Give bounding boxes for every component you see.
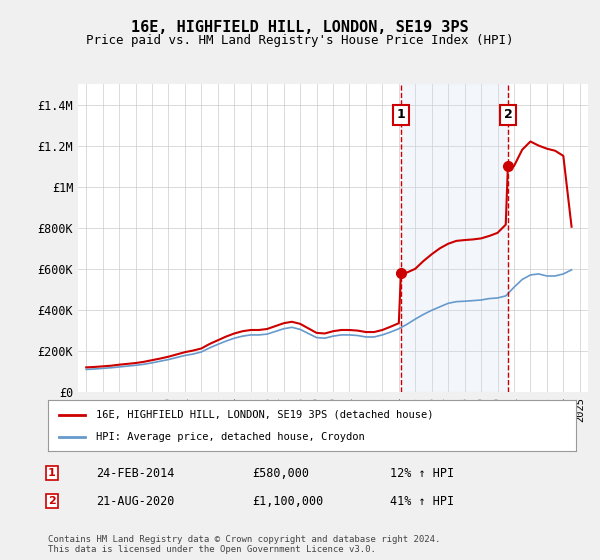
Text: 12% ↑ HPI: 12% ↑ HPI (390, 466, 454, 480)
Text: 21-AUG-2020: 21-AUG-2020 (96, 494, 175, 508)
Text: 1: 1 (397, 108, 406, 122)
Text: £1,100,000: £1,100,000 (252, 494, 323, 508)
Text: 16E, HIGHFIELD HILL, LONDON, SE19 3PS (detached house): 16E, HIGHFIELD HILL, LONDON, SE19 3PS (d… (95, 409, 433, 419)
Text: HPI: Average price, detached house, Croydon: HPI: Average price, detached house, Croy… (95, 432, 364, 442)
Text: £580,000: £580,000 (252, 466, 309, 480)
Text: Price paid vs. HM Land Registry's House Price Index (HPI): Price paid vs. HM Land Registry's House … (86, 34, 514, 46)
Text: 24-FEB-2014: 24-FEB-2014 (96, 466, 175, 480)
Text: Contains HM Land Registry data © Crown copyright and database right 2024.
This d: Contains HM Land Registry data © Crown c… (48, 535, 440, 554)
Text: 2: 2 (503, 108, 512, 122)
Bar (401, 84, 508, 392)
Text: 2: 2 (48, 496, 56, 506)
Text: 41% ↑ HPI: 41% ↑ HPI (390, 494, 454, 508)
Text: 1: 1 (48, 468, 56, 478)
Text: 16E, HIGHFIELD HILL, LONDON, SE19 3PS: 16E, HIGHFIELD HILL, LONDON, SE19 3PS (131, 20, 469, 35)
